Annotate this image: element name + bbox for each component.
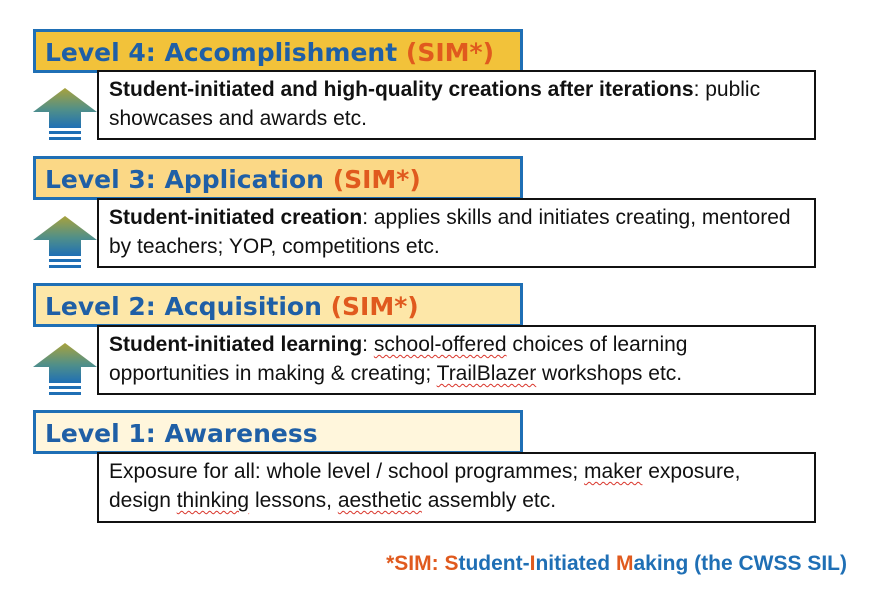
up-arrow-icon — [33, 216, 97, 268]
footnote-letter-m: M — [615, 552, 634, 575]
level-2-desc-part-b: school-offered — [373, 333, 507, 356]
level-1-desc-part-b: maker — [584, 460, 643, 483]
sim-footnote: *SIM: Student-Initiated Making (the CWSS… — [386, 552, 847, 576]
level-3-desc-rest: : applies skills and initiates creating,… — [109, 206, 791, 258]
level-3-header: Level 3: Application (SIM*) — [33, 156, 523, 200]
level-4-header: Level 4: Accomplishment (SIM*) — [33, 29, 523, 73]
level-3-desc-bold: Student-initiated creation — [109, 206, 363, 229]
level-2-desc-bold: Student-initiated learning — [109, 333, 363, 356]
level-3-description: Student-initiated creation: applies skil… — [97, 198, 816, 268]
level-1-header: Level 1: Awareness — [33, 410, 523, 454]
level-1-desc-part-d: thinking — [176, 489, 250, 512]
level-2-sim-tag: (SIM*) — [330, 292, 419, 321]
level-1-desc-part-c: exposure, design — [109, 460, 741, 512]
level-1-desc-part-f: aesthetic — [337, 489, 422, 512]
up-arrow-icon — [33, 343, 97, 395]
level-4-desc-rest: : public showcases and awards etc. — [109, 78, 761, 130]
level-1-desc-part-a: Exposure for all: whole level / school p… — [109, 460, 585, 483]
level-4-sim-tag: (SIM*) — [405, 38, 495, 67]
footnote-part-2: tudent- — [458, 552, 530, 575]
level-4-title: Level 4: Accomplishment — [45, 38, 398, 67]
level-2-title: Level 2: Acquisition — [45, 292, 322, 321]
footnote-part-3: nitiated — [535, 552, 616, 575]
level-1-desc-part-g: assembly etc. — [421, 489, 557, 512]
footnote-letter-s: S — [444, 552, 459, 575]
level-2-desc-part-c: choices of learning opportunities in mak… — [109, 333, 688, 385]
footnote-letter-i: I — [529, 552, 536, 575]
level-4-desc-bold: Student-initiated and high-quality creat… — [109, 78, 694, 101]
level-1-description: Exposure for all: whole level / school p… — [97, 452, 816, 523]
level-2-desc-part-e: workshops etc. — [536, 362, 683, 385]
level-3-title: Level 3: Application — [45, 165, 324, 194]
level-2-header: Level 2: Acquisition (SIM*) — [33, 283, 523, 327]
up-arrow-icon — [33, 88, 97, 140]
level-1-title: Level 1: Awareness — [45, 419, 318, 448]
level-1-desc-part-e: lessons, — [249, 489, 338, 512]
level-2-description: Student-initiated learning: school-offer… — [97, 325, 816, 395]
level-2-desc-part-a: : — [362, 333, 374, 356]
level-4-description: Student-initiated and high-quality creat… — [97, 70, 816, 140]
level-3-sim-tag: (SIM*) — [332, 165, 421, 194]
footnote-part-4: aking (the CWSS SIL) — [633, 552, 847, 575]
level-2-desc-part-d: TrailBlazer — [436, 362, 537, 385]
footnote-prefix: *SIM: — [386, 552, 445, 575]
